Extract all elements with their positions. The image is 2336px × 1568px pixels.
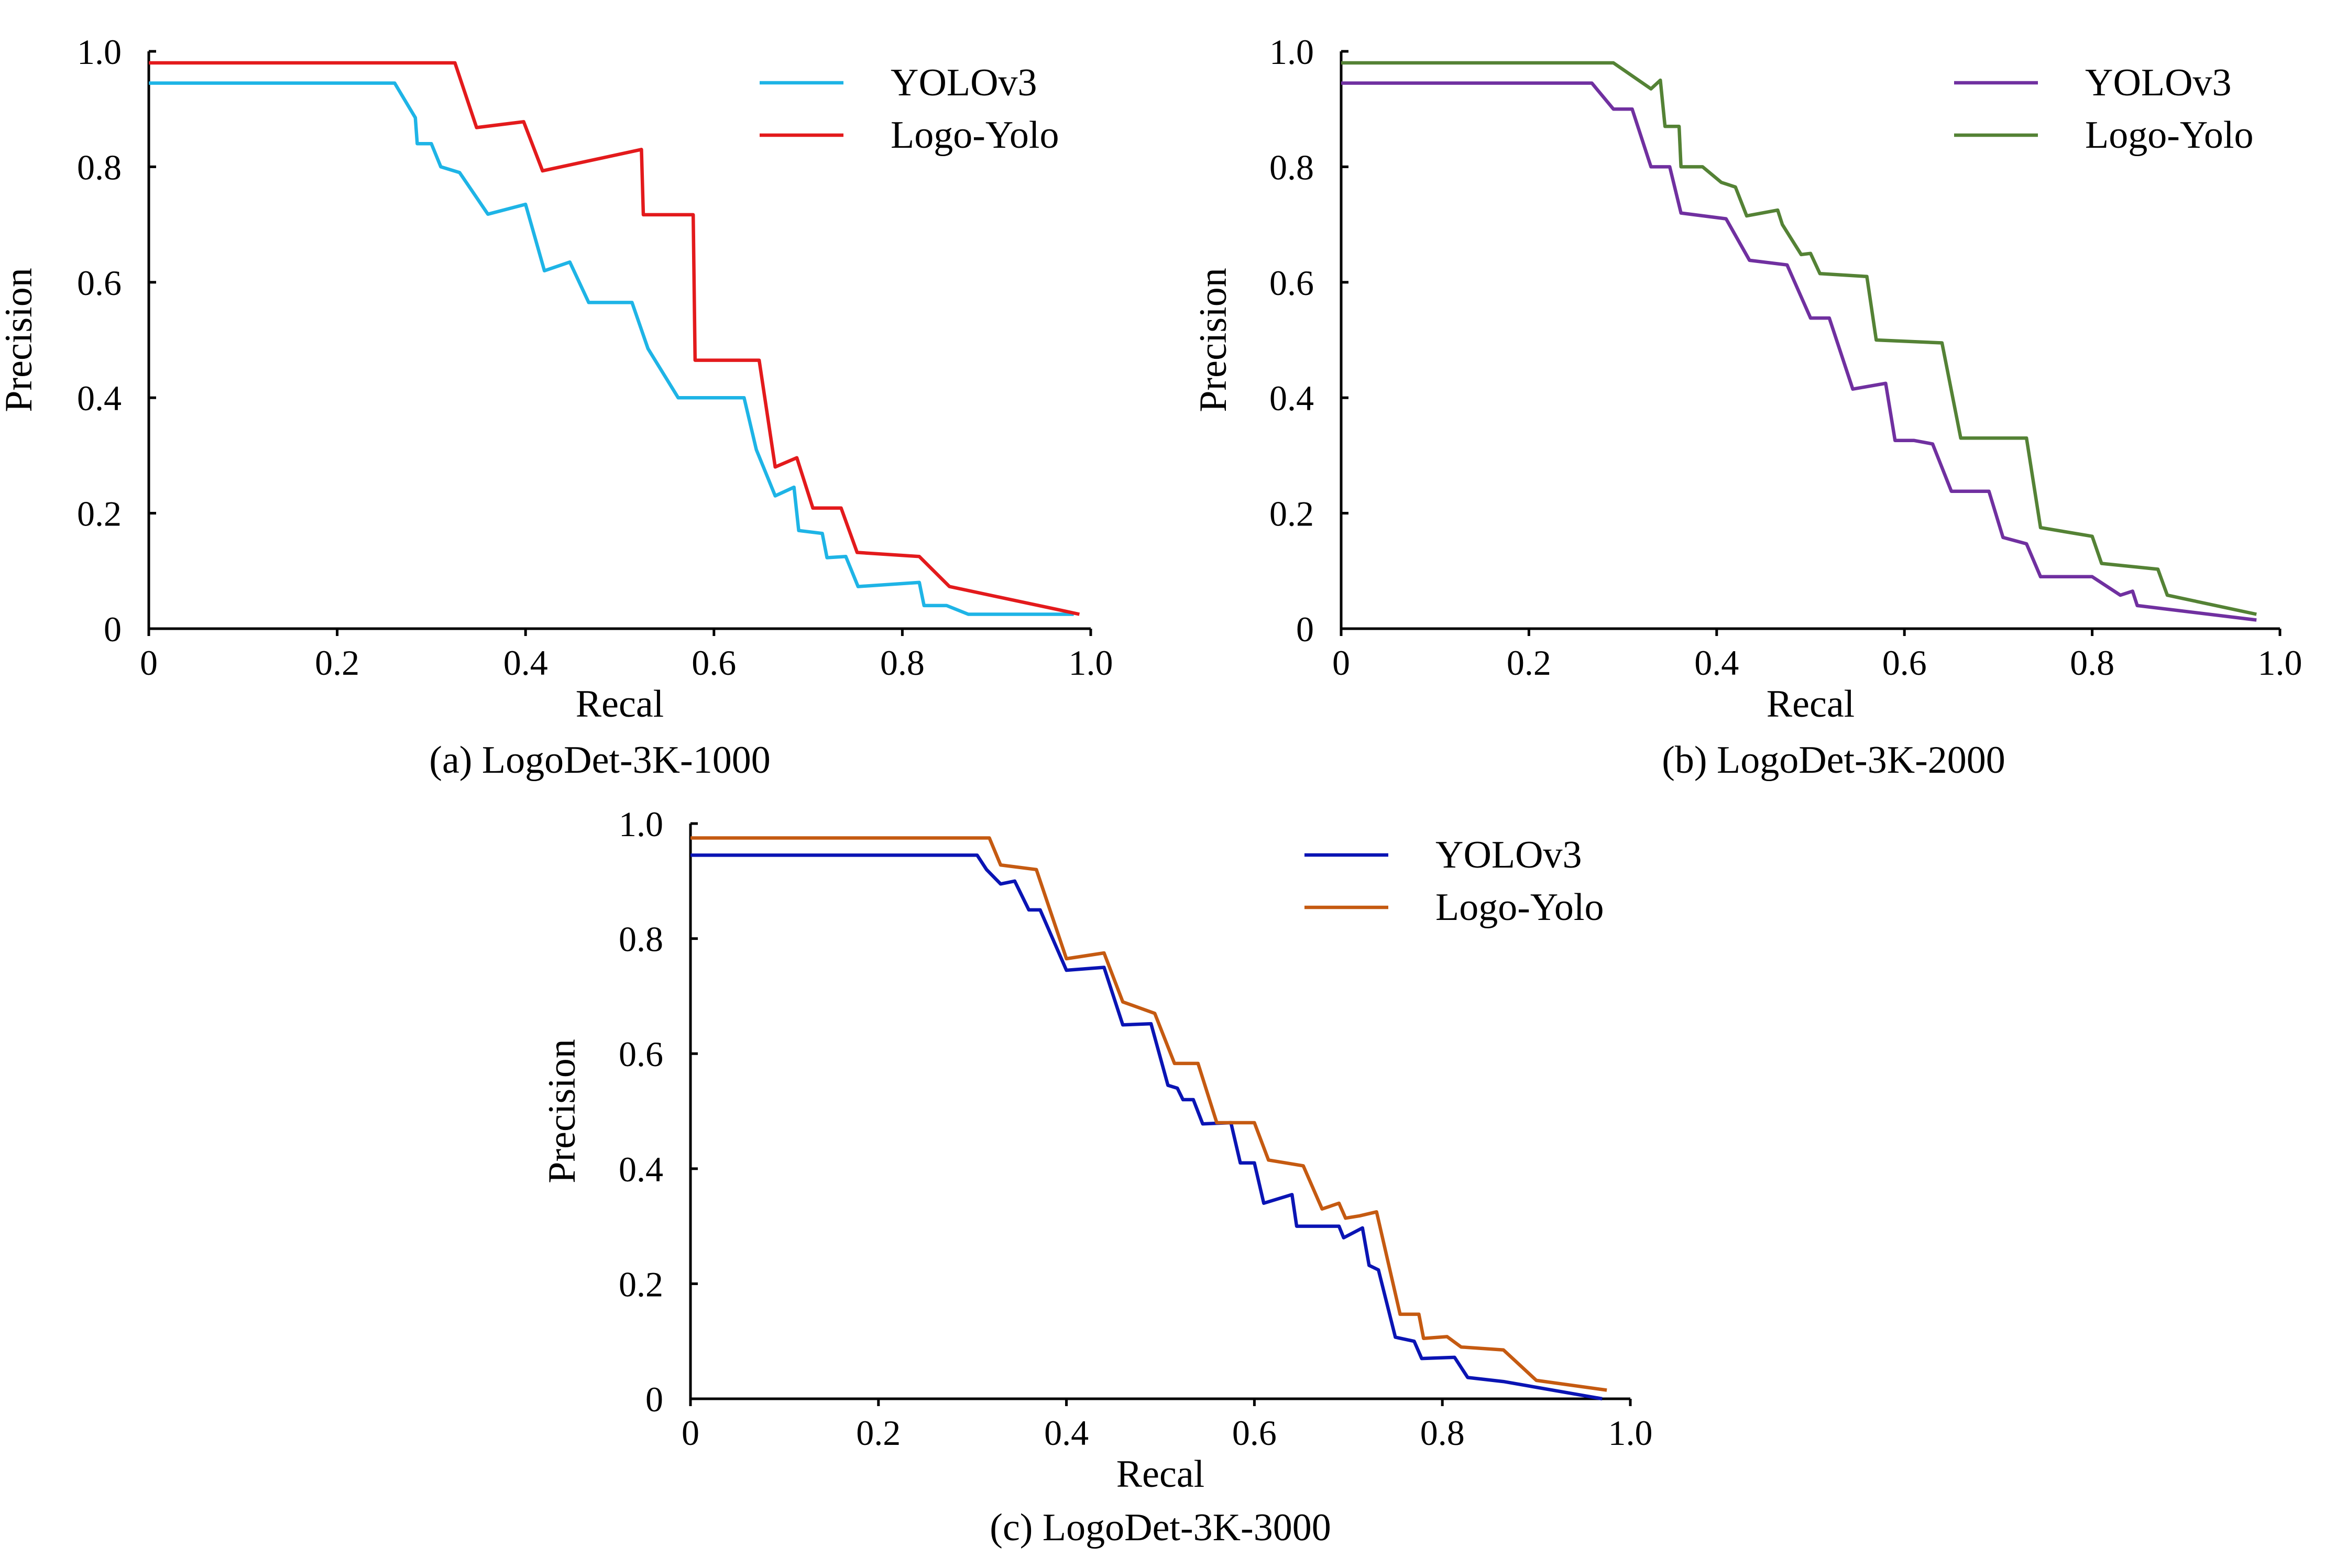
- chart-caption: (b) LogoDet-3K-2000: [1662, 739, 2005, 782]
- x-tick-label: 0.2: [1507, 643, 1551, 683]
- x-tick-label: 0.8: [880, 643, 925, 683]
- x-tick-label: 0.6: [1882, 643, 1927, 683]
- chart-c-logodet-3000: 0 0.2 0.4 0.6 0.8 1.0 0 0.2 0.4 0.6 0.8 1.0 Recal Pre…: [541, 804, 1653, 1549]
- y-tick-label: 0.8: [77, 147, 122, 187]
- y-tick-label: 0.6: [619, 1034, 663, 1074]
- x-tick-label: 0.2: [856, 1413, 901, 1453]
- series-line-yolov3: [1341, 81, 2257, 622]
- chart-caption: (c) LogoDet-3K-3000: [990, 1506, 1331, 1549]
- x-tick-label: 0.4: [1694, 643, 1739, 683]
- x-axis-label: Recal: [576, 683, 664, 726]
- y-tick-label: 0.4: [77, 378, 122, 418]
- x-axis-label: Recal: [1116, 1453, 1204, 1496]
- y-tick-label: 0.6: [77, 263, 122, 303]
- y-tick-label: 0.2: [77, 494, 122, 534]
- y-tick-label: 1.0: [77, 32, 122, 72]
- x-axis-label: Recal: [1767, 683, 1855, 726]
- series-line-logo-yolo: [690, 836, 1607, 1392]
- y-tick-label: 0: [645, 1379, 663, 1419]
- x-tick-label: 1.0: [2258, 643, 2302, 683]
- legend-label: YOLOv3: [891, 61, 1037, 104]
- y-axis-label: Precision: [1192, 268, 1235, 412]
- x-tick-label: 1.0: [1069, 643, 1113, 683]
- x-tick-label: 0: [682, 1413, 699, 1453]
- y-tick-label: 0: [1296, 609, 1314, 649]
- chart-caption: (a) LogoDet-3K-1000: [429, 739, 770, 782]
- legend-label: Logo-Yolo: [891, 114, 1059, 157]
- y-tick-label: 1.0: [1269, 32, 1314, 72]
- y-tick-label: 0.2: [1269, 494, 1314, 534]
- series-line-yolov3: [149, 81, 1074, 616]
- x-tick-label: 0: [1332, 643, 1350, 683]
- x-tick-label: 0.2: [315, 643, 359, 683]
- y-tick-label: 0.2: [619, 1264, 663, 1304]
- y-tick-label: 0.8: [619, 919, 663, 959]
- legend-label: Logo-Yolo: [1435, 886, 1604, 929]
- legend-label: Logo-Yolo: [2085, 114, 2253, 157]
- x-tick-label: 1.0: [1608, 1413, 1653, 1453]
- x-tick-label: 0.8: [2070, 643, 2114, 683]
- x-tick-label: 0.6: [1232, 1413, 1277, 1453]
- y-tick-label: 0: [104, 609, 122, 649]
- chart-a-logodet-1000: 0 0.2 0.4 0.6 0.8 1.0 0 0.2 0.4 0.6 0.8 1.0 Recal Pre…: [0, 32, 1113, 782]
- y-tick-label: 0.4: [1269, 378, 1314, 418]
- x-tick-label: 0.8: [1420, 1413, 1465, 1453]
- chart-b-logodet-2000: 0 0.2 0.4 0.6 0.8 1.0 0 0.2 0.4 0.6 0.8 1.0 Recal Pre…: [1192, 32, 2302, 782]
- x-tick-label: 0: [140, 643, 158, 683]
- series-line-logo-yolo: [1341, 61, 2257, 616]
- y-tick-label: 1.0: [619, 804, 663, 844]
- legend-label: YOLOv3: [2085, 61, 2232, 104]
- y-tick-label: 0.6: [1269, 263, 1314, 303]
- x-tick-label: 0.6: [692, 643, 736, 683]
- y-tick-label: 0.4: [619, 1149, 663, 1189]
- x-tick-label: 0.4: [1044, 1413, 1089, 1453]
- y-axis-label: Precision: [541, 1039, 584, 1183]
- y-axis-label: Precision: [0, 268, 40, 412]
- series-line-logo-yolo: [149, 61, 1080, 616]
- x-tick-label: 0.4: [503, 643, 548, 683]
- series-line-yolov3: [690, 853, 1603, 1401]
- legend-label: YOLOv3: [1435, 834, 1582, 876]
- y-tick-label: 0.8: [1269, 147, 1314, 187]
